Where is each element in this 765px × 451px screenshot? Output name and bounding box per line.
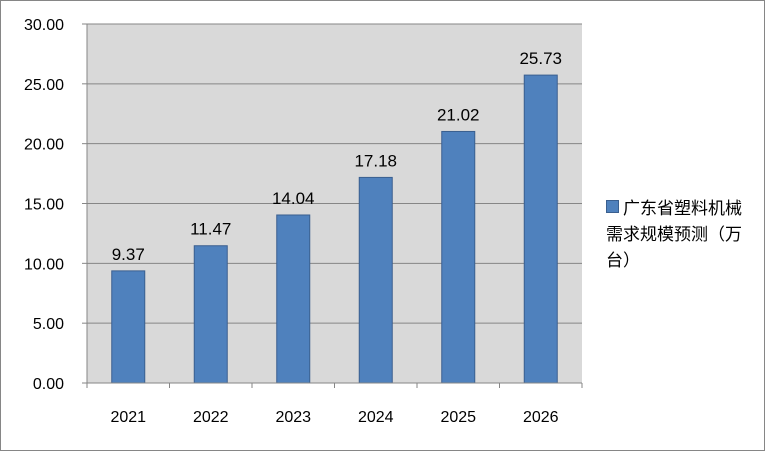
data-label-2025: 21.02: [437, 105, 480, 124]
x-tick-label: 2025: [440, 409, 476, 426]
y-tick-label: 10.00: [24, 256, 64, 273]
data-label-2024: 17.18: [354, 151, 397, 170]
bar-2026: [523, 74, 558, 384]
data-label-2021: 9.37: [112, 245, 145, 264]
x-tick-label: 2021: [110, 409, 146, 426]
x-tick-label: 2026: [523, 409, 559, 426]
bar-2024: [358, 176, 393, 384]
y-tick-label: 20.00: [24, 137, 64, 154]
y-tick-label: 0.00: [33, 376, 64, 393]
legend: 广东省塑料机械需求规模预测（万台）: [606, 196, 756, 274]
data-label-2022: 11.47: [190, 220, 231, 239]
x-tick-label: 2023: [275, 409, 311, 426]
bar-2023: [276, 214, 311, 384]
y-tick-label: 5.00: [33, 316, 64, 333]
bar-2025: [441, 130, 476, 384]
legend-swatch: [606, 200, 619, 213]
legend-label: 广东省塑料机械需求规模预测（万台）: [606, 199, 742, 271]
y-tick-label: 30.00: [24, 17, 64, 34]
data-label-2023: 14.04: [272, 189, 315, 208]
y-tick-label: 15.00: [24, 197, 64, 214]
bar-2021: [111, 270, 146, 384]
x-tick-label: 2024: [358, 409, 394, 426]
data-label-2026: 25.73: [519, 49, 562, 68]
y-tick-label: 25.00: [24, 77, 64, 94]
bar-2022: [193, 245, 228, 384]
x-tick-label: 2022: [193, 409, 229, 426]
